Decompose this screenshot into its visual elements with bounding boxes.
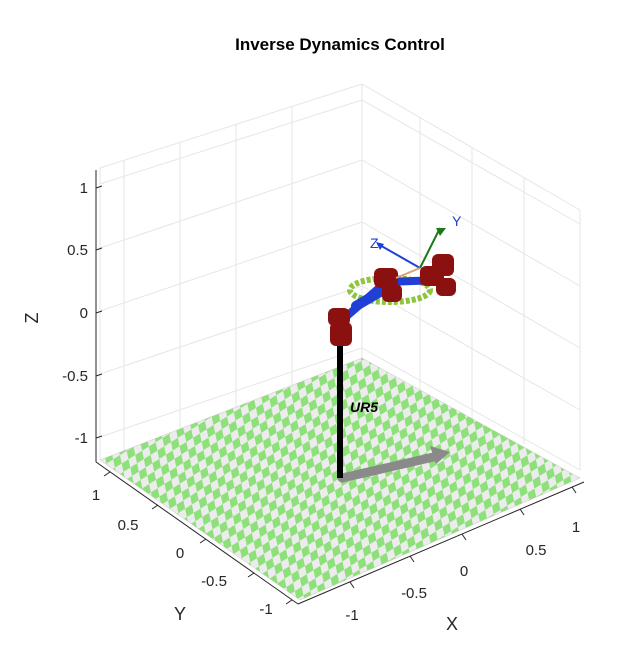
z-frame-label: Z bbox=[370, 235, 379, 251]
y-axis: 1 0.5 0 -0.5 -1 Y bbox=[92, 471, 293, 624]
x-tick-label: 0.5 bbox=[526, 542, 547, 559]
y-tick-label: 1 bbox=[92, 487, 100, 504]
y-tick-label: 0.5 bbox=[118, 517, 139, 534]
x-tick-label: 0 bbox=[460, 563, 468, 580]
x-tick-label: -0.5 bbox=[401, 585, 427, 602]
tool-frame: Z Y bbox=[370, 213, 462, 279]
x-tick-label: 1 bbox=[572, 519, 580, 536]
y-tick-label: -0.5 bbox=[201, 573, 227, 590]
axis-lines bbox=[95, 170, 585, 605]
robot-shadow bbox=[337, 446, 450, 483]
robot-joints bbox=[328, 254, 456, 346]
x-axis-label: X bbox=[446, 614, 458, 634]
z-tick-label: -1 bbox=[75, 430, 88, 447]
x-tick-label: -1 bbox=[345, 607, 358, 624]
chart-title: Inverse Dynamics Control bbox=[235, 35, 445, 54]
z-axis-label: Z bbox=[22, 313, 42, 324]
z-tick-label: 0.5 bbox=[67, 242, 88, 259]
x-axis: -1 -0.5 0 0.5 1 X bbox=[345, 486, 580, 634]
robot-label: UR5 bbox=[350, 399, 378, 415]
z-tick-label: -0.5 bbox=[62, 368, 88, 385]
y-axis-label: Y bbox=[174, 604, 186, 624]
y-frame-label: Y bbox=[452, 213, 462, 229]
y-tick-label: -1 bbox=[259, 601, 272, 618]
back-grid bbox=[99, 83, 581, 471]
z-tick-label: 1 bbox=[80, 180, 88, 197]
z-tick-label: 0 bbox=[80, 305, 88, 322]
y-tick-label: 0 bbox=[176, 545, 184, 562]
z-axis: 1 0.5 0 -0.5 -1 Z bbox=[22, 180, 103, 447]
